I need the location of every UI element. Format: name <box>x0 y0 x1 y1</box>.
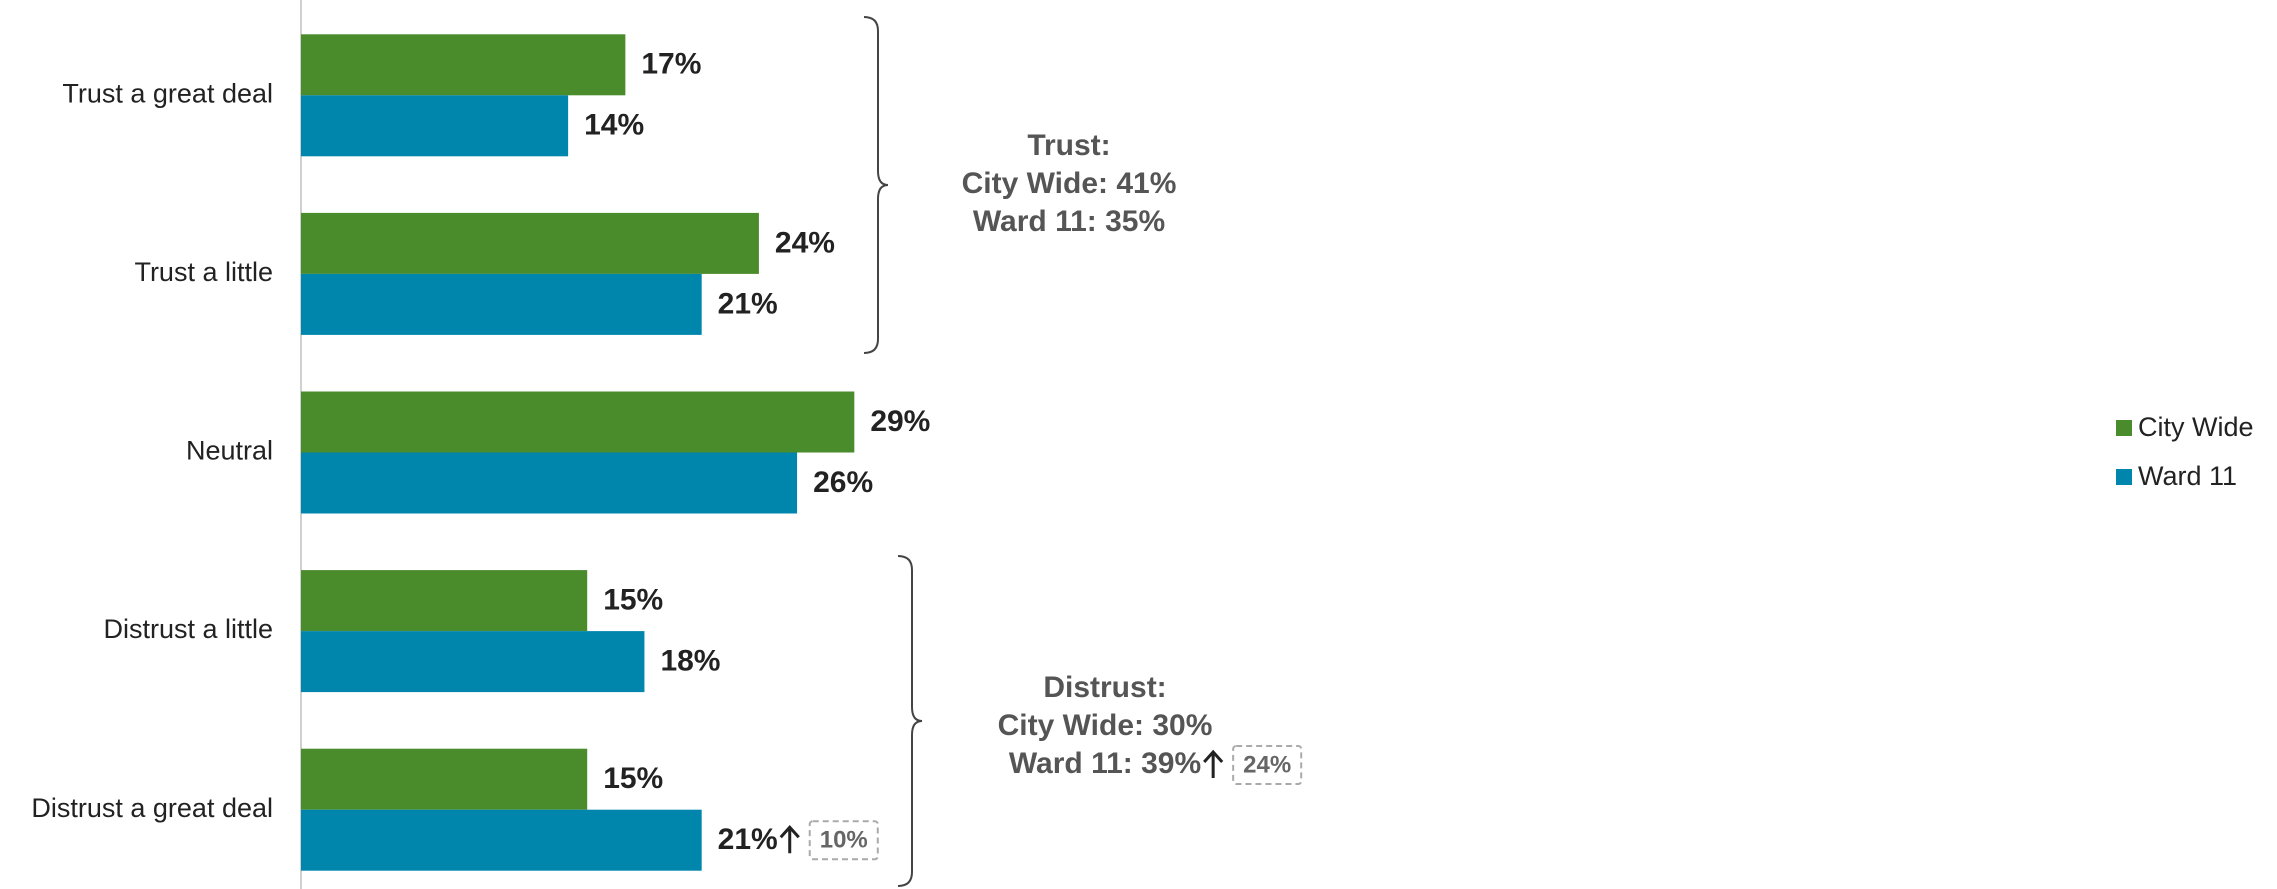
annotation-line: Ward 11: 39% <box>1009 747 1201 780</box>
annotation-title: Trust: <box>1027 129 1110 162</box>
flag-label: 24% <box>1243 751 1291 778</box>
value-label: 21% <box>718 823 778 856</box>
bar <box>301 95 569 157</box>
legend-swatch <box>2116 420 2132 436</box>
bar <box>301 748 588 810</box>
value-label: 15% <box>603 584 663 617</box>
bar <box>301 391 855 453</box>
bar <box>301 273 702 335</box>
category-label: Distrust a great deal <box>31 793 273 823</box>
bar <box>301 452 798 514</box>
category-label: Trust a little <box>134 257 273 287</box>
up-arrow <box>1203 749 1224 778</box>
value-label: 24% <box>775 226 835 259</box>
bar <box>301 631 645 693</box>
group-bracket <box>897 555 923 887</box>
category-label: Trust a great deal <box>62 78 273 108</box>
annotation-title: Distrust: <box>1043 671 1166 704</box>
category-label: Neutral <box>186 436 273 466</box>
flag-box <box>808 820 879 861</box>
group-bracket <box>863 16 889 354</box>
flag-box <box>1232 745 1303 785</box>
category-label: Distrust a little <box>103 614 273 644</box>
value-label: 21% <box>718 287 778 320</box>
value-label: 14% <box>584 109 644 142</box>
legend-label: Ward 11 <box>2138 461 2237 491</box>
value-label: 17% <box>641 48 701 81</box>
bar <box>301 809 702 871</box>
legend-swatch <box>2116 469 2132 485</box>
annotation-line: City Wide: 30% <box>998 709 1213 742</box>
bar <box>301 570 588 632</box>
bar <box>301 34 626 96</box>
up-arrow <box>779 824 800 854</box>
value-label: 29% <box>870 405 930 438</box>
value-label: 15% <box>603 762 663 795</box>
value-label: 18% <box>660 645 720 678</box>
bar <box>301 212 759 274</box>
annotation-line: Ward 11: 35% <box>973 205 1165 238</box>
annotation-line: City Wide: 41% <box>962 167 1177 200</box>
legend-label: City Wide <box>2138 412 2254 442</box>
value-label: 26% <box>813 466 873 499</box>
flag-label: 10% <box>820 827 868 854</box>
